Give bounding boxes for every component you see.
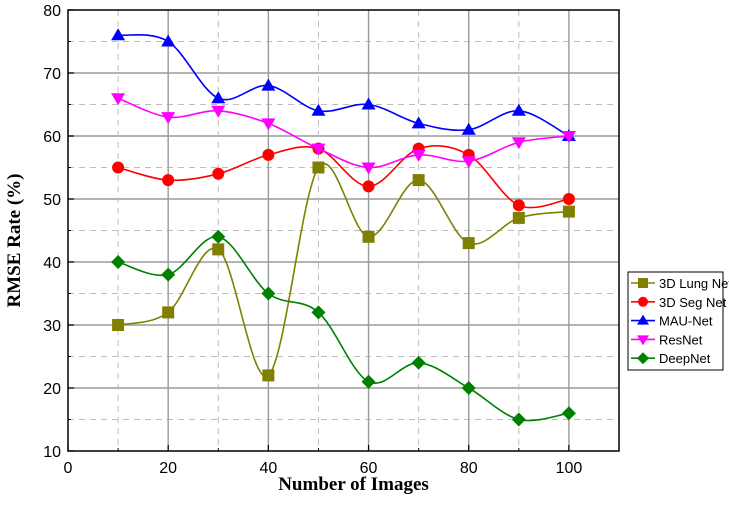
series-line-resnet: [117, 97, 570, 169]
data-point-resnet: [211, 105, 226, 118]
data-point-mau-net: [211, 91, 226, 104]
data-point-3d-seg-net: [562, 193, 575, 205]
data-point-deepnet: [261, 286, 276, 301]
data-point-3d-lung-net: [162, 306, 175, 319]
data-point-deepnet: [511, 412, 526, 427]
data-point-mau-net: [111, 28, 126, 41]
data-point-mau-net: [511, 103, 526, 116]
data-point-resnet: [411, 149, 426, 162]
data-point-mau-net: [311, 103, 326, 116]
data-point-resnet: [561, 131, 576, 143]
data-point-resnet: [461, 156, 476, 169]
series-line-mau-net: [117, 34, 570, 137]
series-line-3d-seg-net: [117, 144, 570, 209]
y-tick-label: 30: [43, 318, 61, 335]
x-tick-label: 40: [259, 460, 277, 477]
data-point-3d-lung-net: [412, 174, 425, 187]
legend-label-deepnet: DeepNet: [659, 351, 711, 366]
y-axis-title: RMSE Rate (%): [4, 173, 25, 307]
legend-marker-mau-net: [637, 314, 649, 325]
series-resnet: [111, 93, 576, 175]
y-tick-label: 10: [43, 444, 61, 461]
x-tick-label: 0: [64, 460, 73, 477]
series-3d-seg-net: [112, 142, 575, 212]
data-point-3d-seg-net: [512, 199, 525, 212]
legend-label-3d-lung-net: 3D Lung Net: [659, 276, 729, 291]
series-layer: [111, 28, 576, 427]
x-tick-label: 80: [460, 460, 478, 477]
series-line-deepnet: [117, 235, 570, 422]
data-point-resnet: [161, 112, 176, 125]
data-point-mau-net: [361, 97, 376, 110]
grid-lines: [68, 10, 619, 451]
y-tick-label: 40: [43, 255, 61, 272]
data-point-resnet: [311, 143, 326, 156]
series-mau-net: [111, 28, 576, 141]
data-point-3d-seg-net: [162, 174, 175, 187]
data-point-3d-lung-net: [562, 205, 575, 218]
data-point-deepnet: [561, 406, 576, 421]
data-point-3d-lung-net: [112, 319, 125, 331]
x-axis-title: Number of Images: [278, 474, 429, 495]
data-point-3d-lung-net: [312, 161, 325, 174]
data-point-resnet: [511, 137, 526, 150]
data-point-resnet: [361, 162, 376, 175]
legend-marker-3d-seg-net: [638, 296, 648, 307]
legend-label-resnet: ResNet: [659, 332, 703, 347]
y-tick-label: 70: [43, 66, 61, 83]
data-point-resnet: [111, 93, 126, 106]
data-point-deepnet: [111, 255, 126, 269]
legend-marker-resnet: [637, 335, 649, 346]
data-point-3d-lung-net: [262, 369, 275, 382]
data-point-deepnet: [361, 374, 376, 389]
series-deepnet: [111, 229, 576, 427]
legend-marker-3d-lung-net: [638, 278, 648, 288]
data-point-resnet: [261, 118, 276, 131]
data-point-3d-lung-net: [462, 237, 475, 250]
x-tick-label: 60: [360, 460, 378, 477]
legend-label-mau-net: MAU-Net: [659, 314, 713, 329]
legend-marker-deepnet: [637, 352, 649, 365]
data-point-3d-lung-net: [512, 211, 525, 224]
data-point-deepnet: [311, 305, 326, 320]
data-point-mau-net: [461, 122, 476, 135]
y-tick-label: 80: [43, 3, 61, 20]
data-point-3d-seg-net: [112, 161, 125, 174]
axis-ticks: 0 20 40 60 80 100 10 20 30 40 50 60 70 80: [43, 3, 582, 477]
y-tick-label: 50: [43, 192, 61, 209]
legend-label-3d-seg-net: 3D Seg Net: [659, 295, 727, 310]
data-point-3d-lung-net: [362, 230, 375, 243]
data-point-mau-net: [411, 116, 426, 129]
legend: 3D Lung Net 3D Seg Net MAU-Net ResNet DeepNe…: [627, 271, 729, 371]
data-point-3d-seg-net: [362, 180, 375, 193]
series-3d-lung-net: [112, 161, 575, 382]
series-line-3d-lung-net: [117, 163, 570, 378]
data-point-3d-seg-net: [262, 148, 275, 161]
data-point-mau-net: [261, 78, 276, 91]
data-point-3d-lung-net: [212, 243, 225, 256]
x-tick-label: 20: [159, 460, 177, 477]
x-tick-label: 100: [556, 460, 583, 477]
y-tick-label: 60: [43, 129, 61, 146]
data-point-deepnet: [161, 267, 176, 282]
data-point-deepnet: [461, 381, 476, 395]
data-point-mau-net: [161, 34, 176, 47]
data-point-deepnet: [211, 229, 226, 244]
data-point-deepnet: [411, 355, 426, 370]
data-point-3d-seg-net: [212, 167, 225, 180]
y-tick-label: 20: [43, 381, 61, 398]
